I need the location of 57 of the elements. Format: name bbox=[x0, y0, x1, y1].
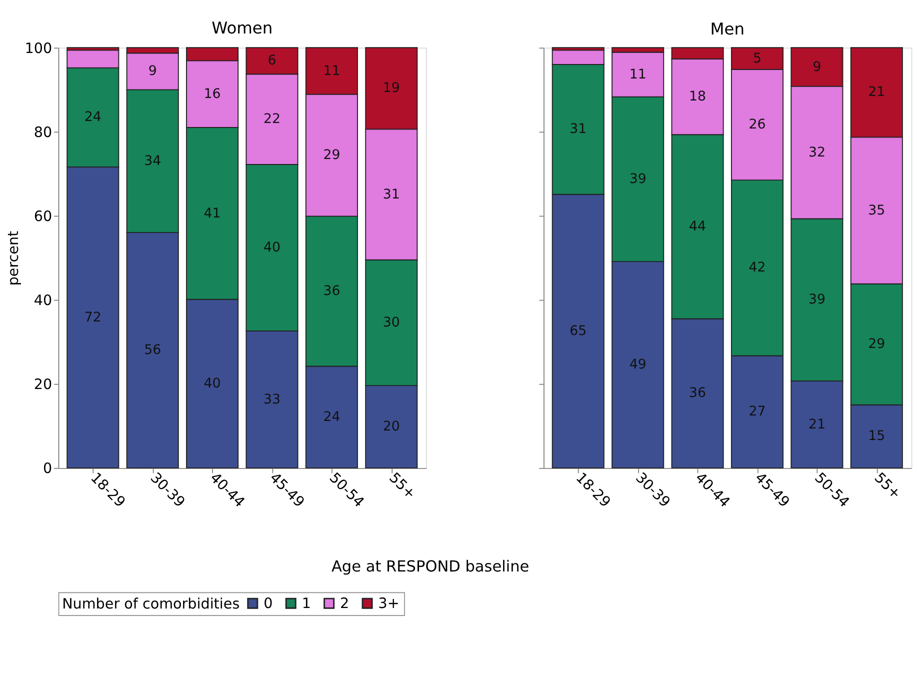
data-label: 16 bbox=[204, 86, 221, 102]
data-label: 65 bbox=[570, 324, 587, 339]
x-tick-label: 55+ bbox=[386, 470, 418, 503]
data-label: 31 bbox=[382, 187, 400, 202]
y-axis-title: percent bbox=[6, 230, 22, 286]
data-label: 56 bbox=[144, 343, 162, 358]
data-label: 44 bbox=[689, 220, 706, 235]
data-label: 21 bbox=[808, 417, 826, 432]
data-label: 18 bbox=[689, 90, 706, 105]
legend-label: 1 bbox=[302, 596, 311, 612]
chart-title: Men bbox=[710, 20, 745, 39]
chart-title: Women bbox=[212, 18, 273, 38]
data-label: 33 bbox=[263, 392, 280, 408]
x-axis-title: Age at RESPOND baseline bbox=[331, 558, 530, 576]
data-label: 24 bbox=[84, 110, 102, 126]
data-label: 30 bbox=[382, 316, 400, 331]
data-label: 9 bbox=[148, 64, 157, 80]
data-label: 36 bbox=[689, 386, 706, 402]
legend-label: 2 bbox=[340, 596, 350, 612]
y-tick-label: 40 bbox=[34, 293, 52, 310]
data-label: 15 bbox=[868, 429, 886, 444]
data-label: 39 bbox=[629, 172, 646, 188]
data-label: 35 bbox=[868, 203, 886, 218]
data-label: 42 bbox=[748, 260, 766, 276]
data-label: 39 bbox=[808, 292, 826, 308]
data-label: 40 bbox=[263, 240, 280, 256]
data-label: 19 bbox=[382, 81, 400, 96]
data-label: 40 bbox=[204, 376, 221, 392]
data-label: 36 bbox=[323, 284, 340, 300]
data-label: 24 bbox=[323, 410, 340, 425]
legend-label: 0 bbox=[264, 596, 273, 612]
x-tick-label: 55+ bbox=[870, 470, 904, 503]
y-tick-label: 100 bbox=[24, 40, 52, 57]
data-label: 29 bbox=[323, 148, 340, 164]
data-label: 5 bbox=[752, 51, 762, 66]
data-label: 49 bbox=[629, 358, 646, 373]
y-tick-label: 60 bbox=[34, 209, 52, 226]
data-label: 34 bbox=[144, 154, 162, 169]
data-label: 26 bbox=[748, 118, 766, 133]
data-label: 32 bbox=[808, 145, 826, 160]
data-label: 31 bbox=[570, 122, 587, 138]
data-label: 11 bbox=[629, 67, 646, 82]
data-label: 22 bbox=[263, 112, 280, 128]
data-label: 20 bbox=[382, 420, 400, 435]
y-tick-label: 80 bbox=[34, 124, 52, 141]
data-label: 41 bbox=[204, 206, 221, 222]
y-tick-label: 20 bbox=[34, 377, 52, 394]
data-label: 27 bbox=[748, 404, 766, 420]
data-label: 72 bbox=[84, 310, 102, 326]
legend-title: Number of comorbidities bbox=[62, 596, 240, 612]
y-tick-label: 0 bbox=[42, 461, 52, 478]
data-label: 9 bbox=[812, 60, 822, 75]
legend-label: 3+ bbox=[378, 596, 400, 612]
data-label: 11 bbox=[323, 64, 340, 79]
data-label: 6 bbox=[268, 54, 276, 69]
data-label: 29 bbox=[868, 337, 886, 352]
data-label: 21 bbox=[868, 85, 886, 100]
